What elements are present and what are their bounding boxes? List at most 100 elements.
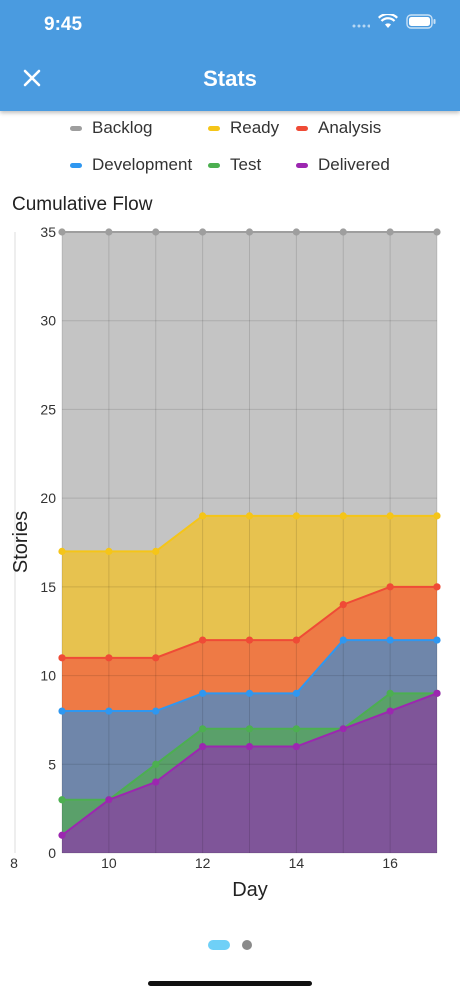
point-delivered xyxy=(105,796,113,804)
point-backlog xyxy=(245,228,254,236)
point-analysis xyxy=(245,636,254,644)
x-tick-label: 12 xyxy=(195,855,211,871)
point-development xyxy=(339,636,347,644)
point-development xyxy=(292,689,300,697)
y-tick-label: 35 xyxy=(40,224,56,240)
point-development xyxy=(245,689,254,697)
area-analysis xyxy=(62,586,437,712)
point-development xyxy=(199,689,207,697)
area-development xyxy=(62,640,437,800)
status-icons xyxy=(352,12,436,34)
legend-swatch xyxy=(296,125,308,131)
point-delivered xyxy=(245,742,254,751)
point-development xyxy=(386,636,394,644)
point-delivered xyxy=(58,831,66,839)
legend-label: Development xyxy=(92,155,193,174)
point-analysis xyxy=(105,654,113,662)
legend-item-ready[interactable]: Ready xyxy=(208,118,279,138)
point-analysis xyxy=(152,654,160,662)
x-tick-label: 10 xyxy=(101,855,117,871)
point-delivered xyxy=(292,742,300,751)
point-test xyxy=(245,725,254,733)
point-backlog xyxy=(292,228,300,236)
point-delivered xyxy=(386,707,394,715)
point-development xyxy=(105,707,113,715)
point-ready xyxy=(339,512,347,520)
point-ready xyxy=(433,512,441,520)
legend-label: Test xyxy=(230,155,262,174)
point-ready xyxy=(58,547,66,555)
x-tick-label: 16 xyxy=(382,855,398,871)
legend-label: Backlog xyxy=(92,118,153,137)
point-ready xyxy=(152,547,160,555)
legend-item-backlog[interactable]: Backlog xyxy=(70,118,152,138)
legend-swatch xyxy=(208,125,220,131)
point-delivered xyxy=(339,725,347,733)
point-ready xyxy=(292,512,300,520)
point-test xyxy=(58,796,66,804)
y-tick-label: 25 xyxy=(40,401,56,417)
point-backlog xyxy=(339,228,347,236)
legend-item-test[interactable]: Test xyxy=(208,155,261,175)
wifi-icon xyxy=(378,12,398,34)
point-delivered xyxy=(152,778,160,786)
point-test xyxy=(199,725,207,733)
page-indicator xyxy=(0,940,460,950)
app-header: 9:45 Stats xyxy=(0,0,460,111)
point-backlog xyxy=(152,228,160,236)
point-test xyxy=(152,760,160,768)
y-axis-label: Stories xyxy=(10,511,32,573)
x-tick-label: 8 xyxy=(10,855,18,871)
point-analysis xyxy=(433,583,441,591)
point-development xyxy=(58,707,66,715)
point-backlog xyxy=(199,228,207,236)
close-button[interactable] xyxy=(18,66,46,94)
point-analysis xyxy=(58,654,66,662)
status-time: 9:45 xyxy=(44,14,83,35)
point-backlog xyxy=(433,228,441,236)
page-dot-active[interactable] xyxy=(208,940,230,950)
point-development xyxy=(433,636,441,644)
point-analysis xyxy=(292,636,300,644)
legend-label: Ready xyxy=(230,118,280,137)
point-development xyxy=(152,707,160,715)
point-backlog xyxy=(386,228,394,236)
legend-item-development[interactable]: Development xyxy=(70,155,192,175)
point-ready xyxy=(105,547,113,555)
y-tick-label: 30 xyxy=(40,313,56,329)
legend-swatch xyxy=(70,162,82,168)
battery-icon xyxy=(406,14,436,34)
legend-swatch xyxy=(70,125,82,131)
legend-label: Analysis xyxy=(318,118,382,137)
page-dot[interactable] xyxy=(242,940,252,950)
x-axis-label: Day xyxy=(232,879,268,901)
point-backlog xyxy=(58,228,66,236)
point-analysis xyxy=(339,601,347,609)
y-tick-label: 5 xyxy=(48,756,56,772)
legend-item-delivered[interactable]: Delivered xyxy=(296,155,390,175)
x-tick-label: 14 xyxy=(289,855,305,871)
area-backlog xyxy=(62,232,437,552)
page-title: Stats xyxy=(203,66,257,91)
point-delivered xyxy=(433,689,441,697)
signal-icon xyxy=(352,15,371,33)
point-test xyxy=(386,689,394,697)
point-analysis xyxy=(386,583,394,591)
point-ready xyxy=(386,512,394,520)
point-analysis xyxy=(199,636,207,644)
y-tick-label: 15 xyxy=(40,579,56,595)
legend-label: Delivered xyxy=(318,155,390,174)
point-test xyxy=(292,725,300,733)
y-tick-label: 0 xyxy=(48,845,56,861)
point-ready xyxy=(245,512,254,520)
point-ready xyxy=(199,512,207,520)
point-delivered xyxy=(199,742,207,751)
legend-swatch xyxy=(296,162,308,168)
y-tick-label: 20 xyxy=(40,490,56,506)
close-icon xyxy=(22,68,42,93)
cumulative-flow-chart: 0 5 10 15 20 25 30 35 8 10 12 14 16 Day Stories xyxy=(10,224,441,901)
chart-title: Cumulative Flow xyxy=(12,194,153,215)
point-backlog xyxy=(105,228,113,236)
legend-item-analysis[interactable]: Analysis xyxy=(296,118,381,138)
y-tick-label: 10 xyxy=(40,668,56,684)
